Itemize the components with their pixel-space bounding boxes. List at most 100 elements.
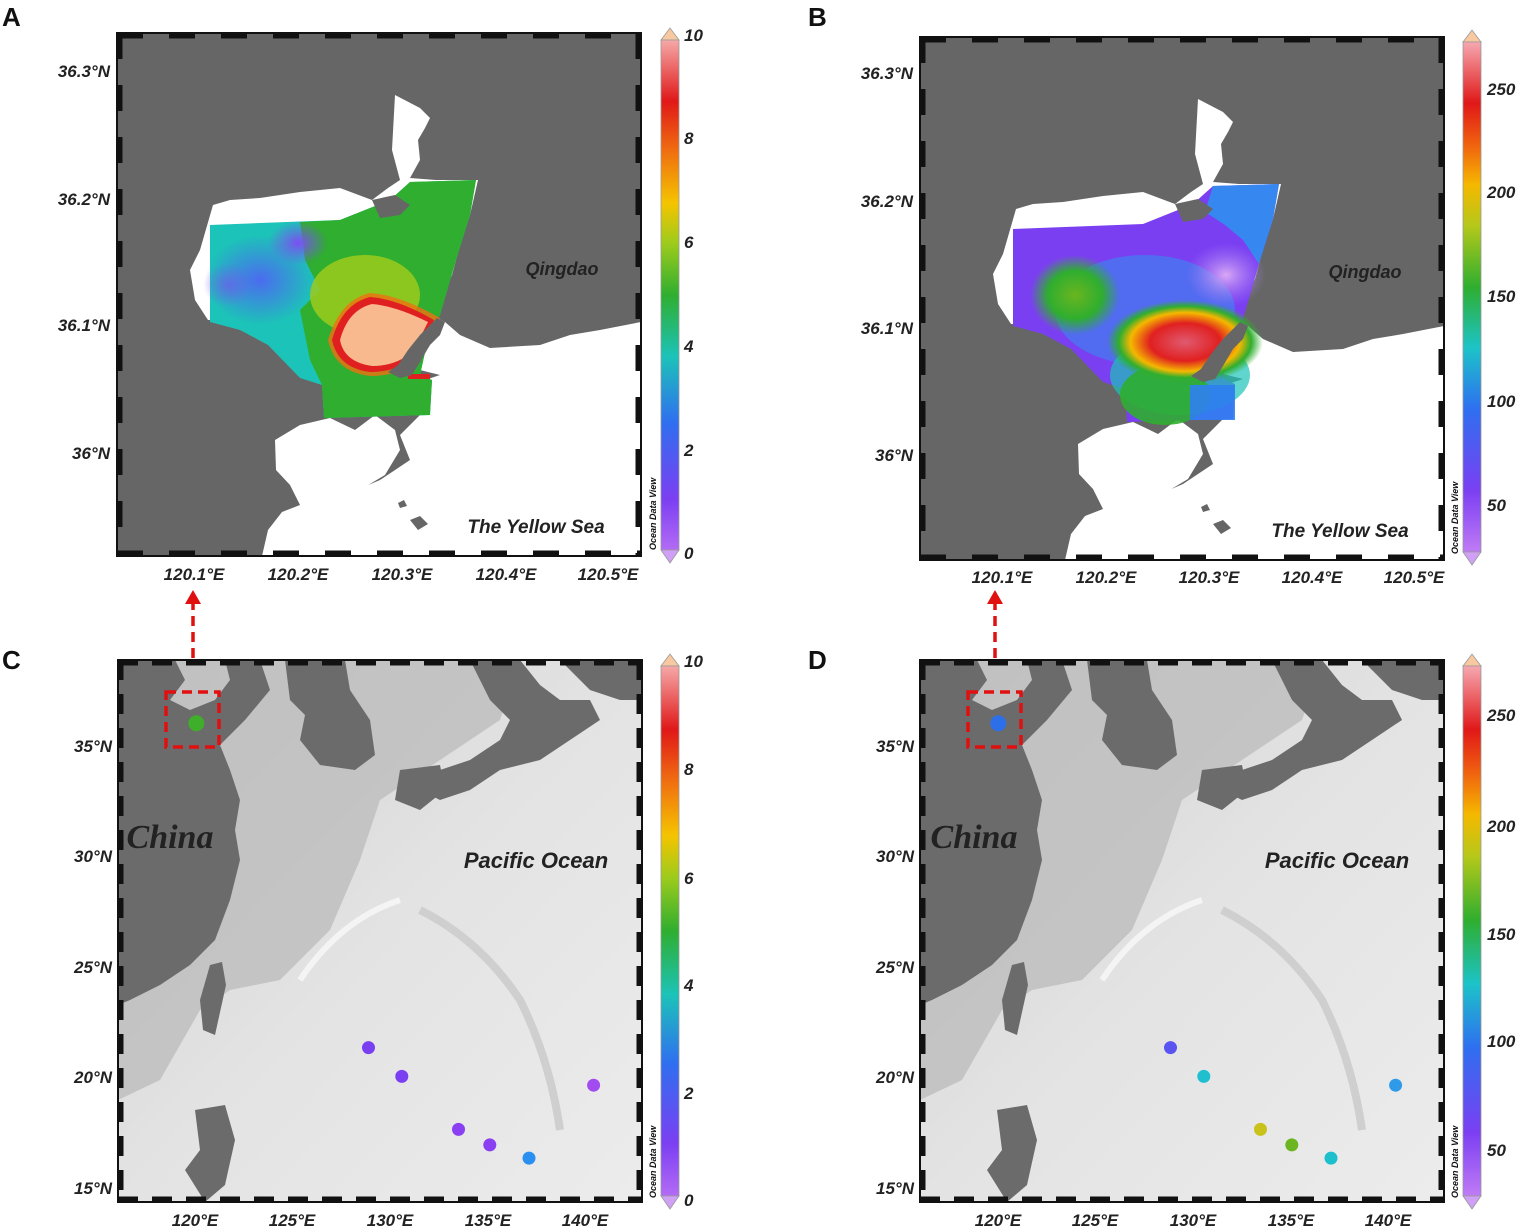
panel-letter: C <box>2 645 21 675</box>
korea-land <box>1087 660 1177 770</box>
japan-land <box>420 660 600 800</box>
station-dot <box>395 1069 409 1083</box>
japan-land <box>1362 660 1444 700</box>
colorbar-tick: 150 <box>1487 925 1516 944</box>
place-label-land: China <box>931 819 1018 856</box>
trench <box>1220 906 1366 1131</box>
colorbar-tick: 2 <box>683 441 694 460</box>
colorbar <box>1462 29 1482 566</box>
japan-land <box>395 765 445 810</box>
island <box>372 195 410 218</box>
map-frame <box>919 659 1445 1203</box>
colorbar-tick: 10 <box>684 26 703 45</box>
colorbar-tick: 0 <box>684 1191 694 1210</box>
island <box>1201 504 1210 512</box>
taiwan-land <box>1002 962 1028 1035</box>
station-dot <box>1164 1041 1177 1055</box>
lon-label: 135°E <box>1268 1211 1315 1230</box>
panel-b: B 36.3°N 36.2°N 36.1°N 36°N 120.1° <box>808 2 1516 587</box>
colorbar-tick: 6 <box>684 233 694 252</box>
arrow-head <box>185 590 201 604</box>
lat-label: 36.1°N <box>58 316 111 335</box>
lon-label: 120.1°E <box>972 568 1033 587</box>
station-dot <box>522 1151 536 1165</box>
panel-c: C 35°N 30°N 25°N 20°N 15°N <box>2 645 703 1230</box>
colorbar-tick: 150 <box>1487 287 1516 306</box>
station-dot <box>1285 1138 1299 1152</box>
colorbar-tick: 4 <box>683 976 694 995</box>
colorbar-tick: 2 <box>683 1084 694 1103</box>
colorbar-tick: 100 <box>1487 392 1516 411</box>
philippines-land <box>987 1105 1037 1202</box>
panel-letter: A <box>2 2 21 32</box>
lon-label: 140°E <box>562 1211 609 1230</box>
colorbar-tick: 200 <box>1486 183 1516 202</box>
place-label-land: China <box>127 819 214 856</box>
station-dot <box>188 715 205 732</box>
frame-ticks <box>920 37 1444 560</box>
frame-ticks <box>920 660 1444 1202</box>
colorbar-tick: 8 <box>684 129 694 148</box>
island <box>1213 520 1231 534</box>
station-dot <box>362 1041 375 1055</box>
colorbar-tick: 0 <box>684 544 694 563</box>
odv-credit: Ocean Data View <box>648 1125 658 1198</box>
lon-label: 120°E <box>975 1211 1022 1230</box>
lon-label: 120°E <box>172 1211 219 1230</box>
stations <box>990 715 1403 1165</box>
concentration-field <box>1013 184 1279 425</box>
station-dot <box>1254 1122 1267 1136</box>
panel-letter: D <box>808 645 827 675</box>
trench <box>418 906 564 1131</box>
colorbar <box>660 27 680 564</box>
korea-land <box>285 660 375 770</box>
ridge <box>297 897 401 982</box>
lat-label: 20°N <box>875 1068 915 1087</box>
frame-ticks <box>117 33 641 556</box>
lon-label: 120.3°E <box>1179 568 1240 587</box>
place-label-city: Qingdao <box>1329 262 1402 282</box>
place-label-sea: The Yellow Sea <box>467 517 605 538</box>
colorbar-tick: 250 <box>1486 80 1516 99</box>
lon-label: 125°E <box>1072 1211 1119 1230</box>
station-dot <box>1389 1078 1403 1092</box>
lat-label: 36.2°N <box>861 192 914 211</box>
lon-label: 130°E <box>1170 1211 1217 1230</box>
taiwan-land <box>200 962 226 1035</box>
arrow-head <box>987 590 1003 604</box>
colorbar-tick: 50 <box>1487 496 1506 515</box>
colorbar-tick: 6 <box>684 869 694 888</box>
lon-label: 130°E <box>367 1211 414 1230</box>
zoom-box <box>164 690 221 749</box>
lat-label: 36.2°N <box>58 190 111 209</box>
colorbar <box>660 653 680 1210</box>
lat-label: 25°N <box>875 958 915 977</box>
place-label-ocean: Pacific Ocean <box>1265 848 1409 873</box>
lat-label: 20°N <box>73 1068 113 1087</box>
island <box>1175 199 1213 222</box>
japan-land <box>1197 765 1247 810</box>
place-label-ocean: Pacific Ocean <box>464 848 608 873</box>
zoom-box <box>966 690 1023 749</box>
station-dot <box>483 1138 497 1152</box>
odv-credit: Ocean Data View <box>1450 1125 1460 1198</box>
lat-label: 35°N <box>876 737 915 756</box>
lat-label: 36.3°N <box>861 64 914 83</box>
panel-d: D 35°N 30°N 25°N 20°N 15°N 120°E 125°E 1… <box>808 645 1516 1230</box>
lat-label: 36°N <box>72 444 111 463</box>
colorbar-tick: 10 <box>684 652 703 671</box>
station-dot <box>1324 1151 1338 1165</box>
station-dot <box>990 715 1007 732</box>
lat-label: 30°N <box>74 847 113 866</box>
frame-ticks <box>118 660 642 1202</box>
lat-label: 15°N <box>74 1179 113 1198</box>
lon-label: 135°E <box>465 1211 512 1230</box>
map-frame <box>117 659 643 1203</box>
lat-label: 36.3°N <box>58 62 111 81</box>
panel-letter: B <box>808 2 827 32</box>
island <box>398 500 407 508</box>
colorbar-tick: 8 <box>684 760 694 779</box>
colorbar-tick: 4 <box>683 337 694 356</box>
china-land <box>118 660 270 1005</box>
island <box>410 516 428 530</box>
